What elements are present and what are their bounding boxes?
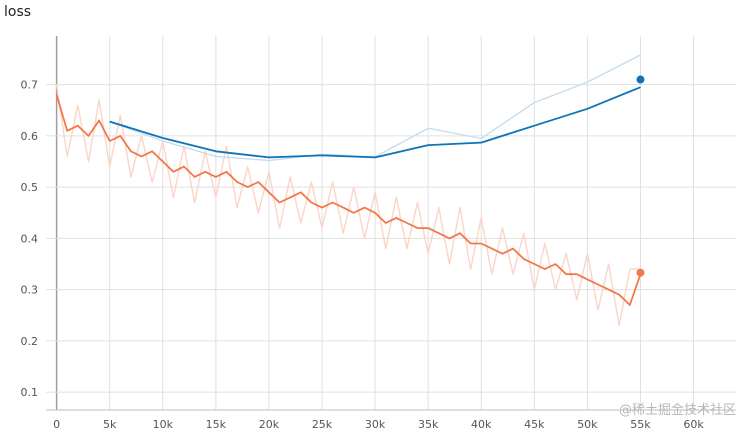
watermark: @稀土掘金技术社区 xyxy=(618,403,736,418)
chart-title: loss xyxy=(4,4,32,20)
y-tick-label: 0.4 xyxy=(21,232,39,245)
grid xyxy=(46,36,736,410)
x-tick-label: 10k xyxy=(153,418,174,431)
smoothed-series-line-1[interactable] xyxy=(109,86,641,159)
smoothed-series-line-0[interactable] xyxy=(55,94,642,306)
y-tick-label: 0.5 xyxy=(21,181,39,194)
y-axis: 0.1 0.2 0.3 0.4 0.5 0.6 0.7 xyxy=(21,79,39,399)
end-markers xyxy=(636,75,645,277)
x-tick-label: 15k xyxy=(206,418,227,431)
x-tick-label: 50k xyxy=(577,418,598,431)
x-tick-label: 5k xyxy=(103,418,117,431)
y-tick-label: 0.3 xyxy=(21,284,39,297)
y-tick-label: 0.7 xyxy=(21,79,39,92)
x-tick-label: 30k xyxy=(365,418,386,431)
x-tick-label: 55k xyxy=(630,418,651,431)
x-tick-label: 45k xyxy=(524,418,545,431)
end-marker-1[interactable] xyxy=(636,268,645,277)
y-tick-label: 0.2 xyxy=(21,335,39,348)
x-tick-label: 0 xyxy=(53,418,60,431)
x-tick-label: 35k xyxy=(418,418,439,431)
y-tick-label: 0.1 xyxy=(21,386,39,399)
x-tick-label: 60k xyxy=(683,418,704,431)
x-tick-label: 20k xyxy=(259,418,280,431)
y-tick-label: 0.6 xyxy=(21,130,39,143)
smoothed-series-lines xyxy=(55,86,642,306)
end-marker-0[interactable] xyxy=(636,75,645,84)
x-tick-label: 40k xyxy=(471,418,492,431)
raw-series-lines xyxy=(55,54,641,327)
x-axis: 0 5k 10k 15k 20k 25k 30k 35k 40k 45k 50k 55k 60k xyxy=(46,409,736,431)
x-tick-label: 25k xyxy=(312,418,333,431)
